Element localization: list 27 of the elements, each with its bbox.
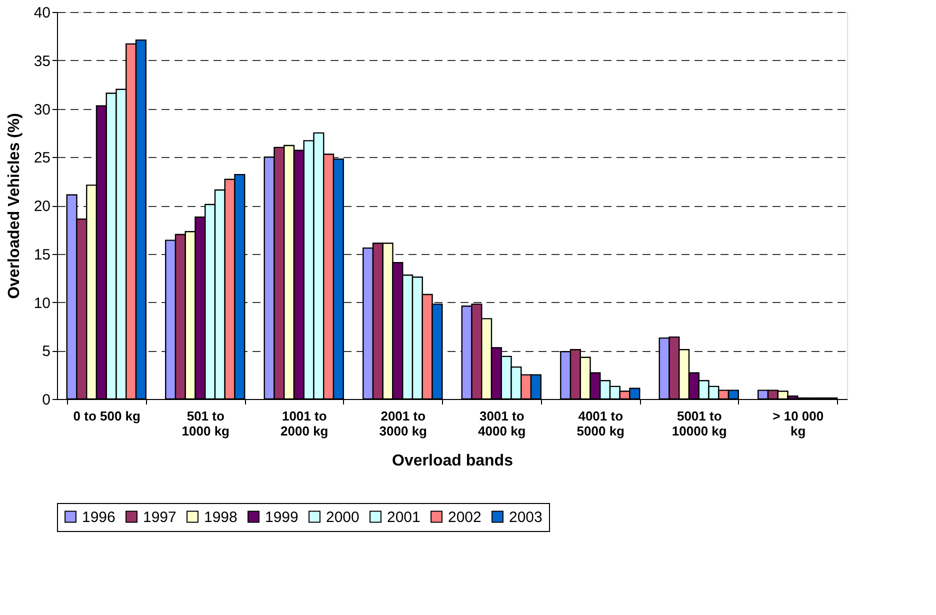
x-tick-label: 1001 to 2000 kg [280, 408, 328, 438]
y-tick-label: 35 [34, 52, 50, 70]
y-tick-label: 5 [42, 343, 50, 360]
legend-label: 2000 [326, 508, 360, 526]
legend-label: 1999 [265, 508, 298, 526]
y-tick-label: 0 [42, 392, 50, 408]
legend-label: 2003 [509, 508, 542, 526]
x-tick-label: 0 to 500 kg [73, 408, 141, 424]
y-tick-label: 10 [34, 294, 50, 312]
y-tick-label: 30 [34, 101, 50, 118]
x-tick-label: 3001 to 4000 kg [478, 408, 526, 438]
x-tick-label: 4001 to 5000 kg [576, 408, 625, 438]
x-axis-title: Overload bands [392, 452, 514, 470]
y-axis-title: Overloaded Vehicles (%) [6, 113, 23, 299]
x-tick-label: 2001 to 3000 kg [379, 408, 428, 438]
x-tick-label: 501 to 1000 kg [182, 408, 230, 438]
x-tick-label: 5001 to 10000 kg [672, 408, 727, 438]
legend-label: 2002 [448, 508, 482, 526]
y-tick-label: 25 [34, 150, 50, 167]
legend-label: 1997 [143, 508, 176, 526]
legend-label: 1996 [82, 508, 116, 526]
x-tick-label: > 10 000 kg [772, 408, 824, 438]
legend-label: 1998 [204, 508, 238, 526]
legend-label: 2001 [387, 508, 420, 526]
y-tick-label: 40 [34, 4, 50, 22]
y-tick-label: 15 [34, 246, 50, 264]
y-tick-label: 20 [34, 198, 50, 215]
